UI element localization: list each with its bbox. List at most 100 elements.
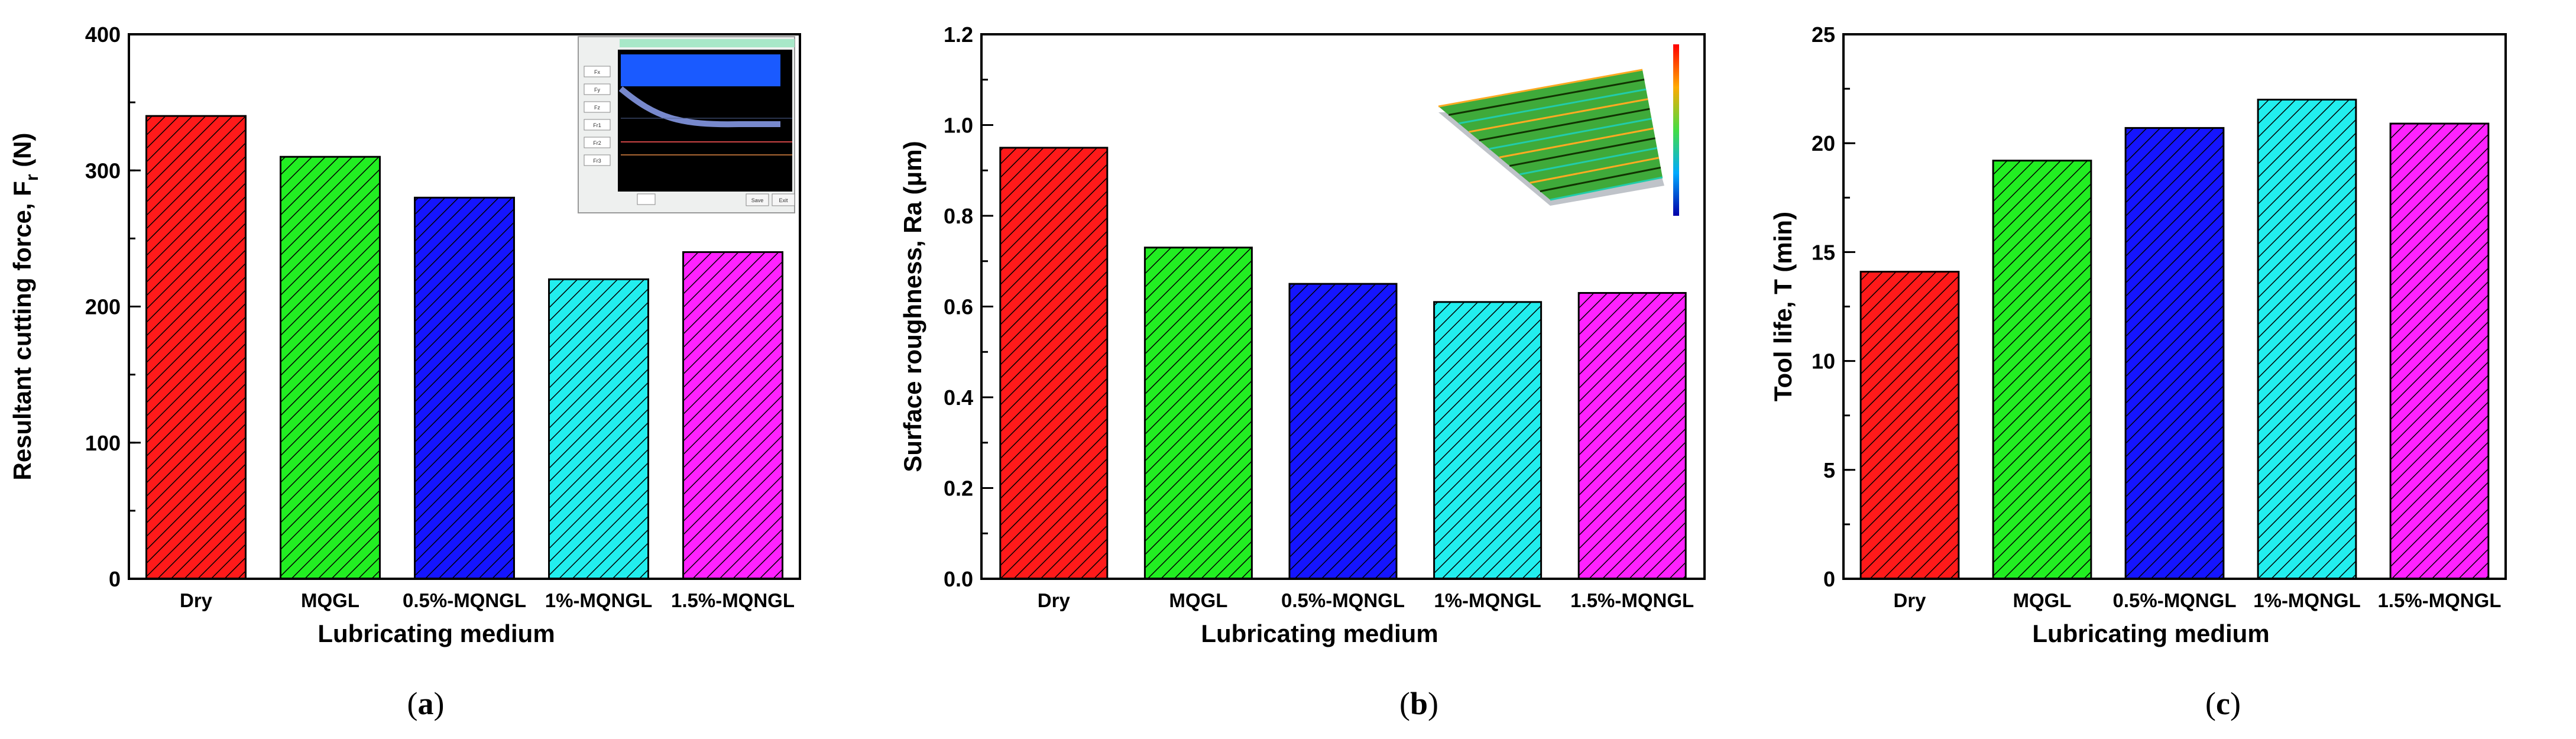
bar-hatch-b-2 [1288,283,1398,580]
x-category-label-c-2: 0.5%-MQNGL [2112,589,2236,611]
bar-hatch-c-1 [1992,160,2092,580]
y-tick-label-c-5: 25 [1812,22,1835,47]
panel-label-open-a: ( [407,686,418,721]
y-tick-label-b-6: 1.2 [944,22,973,47]
inset-label-5: Fr3 [593,158,601,164]
x-category-label-b-3: 1%-MQNGL [1434,589,1541,611]
inset-label-box-4 [584,137,611,148]
inset-label-2: Fz [594,105,600,111]
y-tick-label-b-3: 0.6 [944,295,973,319]
x-category-label-a-0: Dry [180,589,213,611]
panel-label-close-c: ) [2230,686,2241,721]
inset-label-3: Fr1 [593,122,601,128]
inset-signal-band-2 [618,86,780,128]
x-category-label-b-4: 1.5%-MQNGL [1570,589,1694,611]
panel-label-b: (b) [1399,686,1438,721]
panel-label-letter-b: b [1410,686,1428,721]
x-category-label-b-2: 0.5%-MQNGL [1281,589,1405,611]
panel-label-open-b: ( [1399,686,1410,721]
panel-label-letter-c: c [2216,686,2230,721]
y-axis-title-main-b: Surface roughness, Ra (μm) [899,141,926,472]
x-category-label-a-1: MQGL [301,589,359,611]
panel-label-close-a: ) [434,686,445,721]
y-axis-title-main-c: Tool life, T (min) [1769,212,1797,401]
surface-stripe [1479,108,1650,141]
x-category-label-c-4: 1.5%-MQNGL [2377,589,2501,611]
x-axis-title-c: Lubricating medium [2032,620,2269,647]
y-tick-label-a-4: 400 [85,22,121,47]
y-axis-title-a: Resultant cutting force, Fr (N) [8,132,42,480]
inset-label-box-3 [584,119,611,131]
surface-stripe [1489,118,1652,150]
surface-stripe [1550,176,1663,201]
panel-label-open-c: ( [2205,686,2216,721]
y-axis-title-main-a: Resultant cutting force, F [8,181,36,480]
panel-label-a: (a) [407,686,445,721]
bar-hatch-a-4 [682,251,783,580]
surface-stripe [1499,127,1654,158]
bar-hatch-a-0 [145,115,247,580]
inset-label-box-1 [584,83,611,95]
surface-stripe [1438,69,1643,108]
panel-label-close-b: ) [1428,686,1438,721]
y-tick-label-c-3: 15 [1812,240,1835,264]
y-tick-label-a-3: 300 [85,158,121,183]
panel-label-letter-a: a [418,686,434,721]
inset-label-box-2 [584,101,611,113]
x-category-label-b-1: MQGL [1169,589,1227,611]
bar-hatch-b-4 [1577,291,1687,580]
bar-hatch-c-4 [2389,122,2490,580]
y-tick-label-c-0: 0 [1823,567,1835,591]
cutting-force-signal-screenshot-icon: Fx Fy Fz Fr1 Fr2 Fr3 Save Exit [578,36,795,213]
y-tick-label-c-1: 5 [1823,458,1835,482]
y-tick-label-c-2: 10 [1812,349,1835,374]
x-category-label-a-4: 1.5%-MQNGL [671,589,795,611]
y-tick-label-a-2: 200 [85,295,121,319]
inset-scroll-box [637,193,656,205]
y-tick-label-b-2: 0.4 [944,385,973,410]
bar-hatch-c-0 [1859,271,1960,580]
x-category-label-a-3: 1%-MQNGL [545,589,653,611]
y-axis-title-unit-a: (N) [8,132,36,174]
surface-colorbar [1673,44,1679,216]
bar-hatch-b-3 [1433,301,1543,580]
inset-button-0 [746,193,769,206]
chart-a: 0 100 200 300 400 Dry MQGL 0.5%-MQNGL 1%-MQNGL 1.… [8,22,801,721]
inset-label-0: Fx [594,69,600,75]
surface-stripe [1448,79,1645,116]
y-axis-title-b: Surface roughness, Ra (μm) [899,141,926,472]
y-axis-title-sub-a: r [22,174,42,181]
chart-b: 0.0 0.2 0.4 0.6 0.8 1.0 1.2 Dry MQGL 0.5%-MQNGL 1%… [899,22,1706,721]
y-tick-label-b-5: 1.0 [944,114,973,138]
x-category-label-c-0: Dry [1893,589,1926,611]
x-category-label-b-0: Dry [1038,589,1071,611]
surface-stripe [1469,98,1648,133]
surface-stripe [1509,137,1655,167]
bar-hatch-a-1 [280,155,381,580]
inset-titlebar [620,39,795,47]
y-tick-label-c-4: 20 [1812,131,1835,155]
inset-label-box-0 [584,66,611,77]
x-category-label-c-3: 1%-MQNGL [2253,589,2361,611]
y-tick-label-a-0: 0 [109,567,121,591]
y-axis-title-c: Tool life, T (min) [1769,212,1797,401]
x-axis-title-a: Lubricating medium [317,620,555,647]
surface-stripe [1519,147,1658,176]
x-category-label-a-2: 0.5%-MQNGL [403,589,526,611]
inset-button-label-1: Exit [779,197,788,203]
bar-hatch-b-0 [999,147,1109,580]
inset-button-label-0: Save [751,197,764,203]
bar-hatch-c-3 [2257,99,2357,580]
bar-hatch-b-1 [1143,247,1253,580]
y-tick-label-b-0: 0.0 [944,567,973,591]
y-tick-label-a-1: 100 [85,431,121,455]
panel-label-c: (c) [2205,686,2241,721]
inset-signal-band-1 [621,54,780,86]
y-tick-label-b-4: 0.8 [944,204,973,228]
surface-topography-3d-icon [1438,44,1679,216]
x-axis-title-b: Lubricating medium [1201,620,1438,647]
inset-label-1: Fy [594,87,600,93]
surface-stripe [1530,157,1660,184]
bar-hatch-c-2 [2124,127,2225,580]
